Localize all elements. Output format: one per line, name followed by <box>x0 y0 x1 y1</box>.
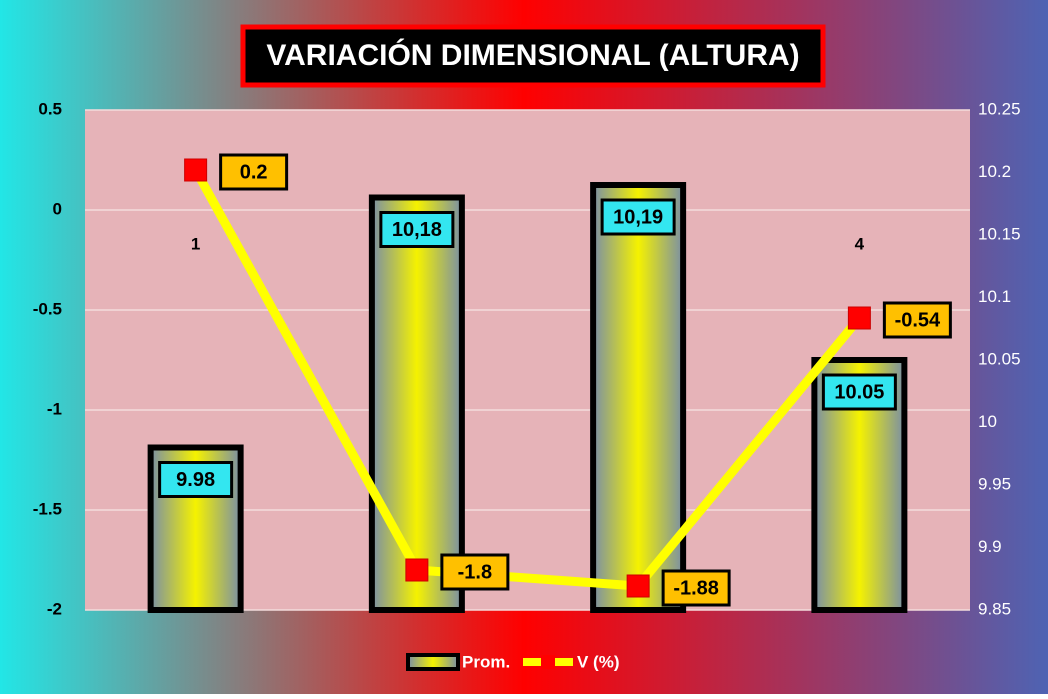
line-value-label-box <box>440 553 510 591</box>
bar-value-label: 10,19 <box>613 206 663 228</box>
line-value-label-box <box>661 569 731 607</box>
y-tick-label: -1.5 <box>33 499 62 518</box>
y-tick-label: -0.5 <box>33 299 62 318</box>
line-value-label: 0.2 <box>240 161 268 183</box>
bar-value-label: 10.05 <box>834 381 884 403</box>
y2-tick-label: 9.95 <box>978 474 1011 493</box>
line-value-label: -0.54 <box>895 309 941 331</box>
y2-tick-label: 10.05 <box>978 349 1021 368</box>
line <box>191 167 863 591</box>
bar-value-label: 9.98 <box>176 469 215 491</box>
bar-value-label-box <box>600 198 676 236</box>
y2-tick-label: 10.1 <box>978 287 1011 306</box>
y-tick-label: -2 <box>47 599 62 618</box>
y2-tick-label: 10.25 <box>978 99 1021 118</box>
line-value-label: -1.88 <box>673 577 719 599</box>
y2-tick-label: 9.85 <box>978 599 1011 618</box>
line-value-label-box <box>219 153 289 191</box>
line-value-label-box <box>882 301 952 339</box>
legend-label: Prom. <box>462 652 510 671</box>
y2-tick-label: 10.15 <box>978 224 1021 243</box>
legend-label: V (%) <box>577 652 620 671</box>
marker <box>405 558 429 582</box>
y2-tick-label: 9.9 <box>978 537 1002 556</box>
legend-marker <box>541 655 555 669</box>
bar <box>368 194 465 613</box>
marker <box>626 574 650 598</box>
bar <box>590 182 687 613</box>
marker <box>847 306 871 330</box>
bar-value-label: 10,18 <box>392 219 442 241</box>
line-value-label: -1.8 <box>458 561 492 583</box>
legend-swatch <box>406 653 460 671</box>
bar-value-label-box <box>379 211 455 248</box>
y-tick-label: 0.5 <box>38 99 62 118</box>
title-box <box>240 24 826 88</box>
chart-title: VARIACIÓN DIMENSIONAL (ALTURA) <box>266 38 799 72</box>
marker <box>184 158 208 182</box>
bar-value-label-box <box>821 373 897 411</box>
y-tick-label: 0 <box>53 199 62 218</box>
x-tick-label: 1 <box>191 234 200 253</box>
y-tick-label: -1 <box>47 399 62 418</box>
y2-tick-label: 10 <box>978 412 997 431</box>
x-tick-label: 4 <box>855 234 865 253</box>
bar-value-label-box <box>158 461 234 498</box>
y2-tick-label: 10.2 <box>978 162 1011 181</box>
